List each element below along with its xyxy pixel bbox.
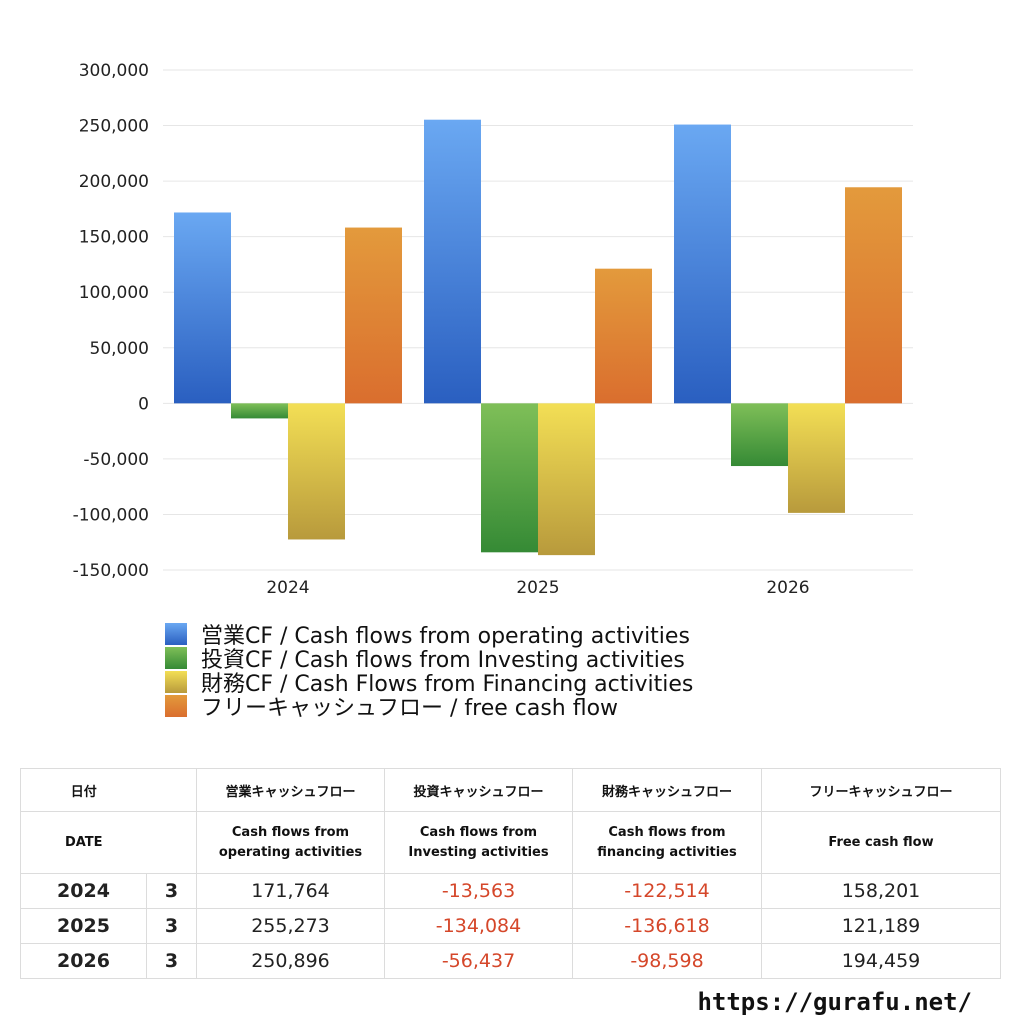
row-free: 121,189 [761, 908, 1001, 944]
header-date-en: DATE [20, 811, 147, 874]
header-investing-en-line1: Cash flows from [419, 824, 538, 840]
header-date-jp: 日付 [20, 768, 147, 812]
row-free: 158,201 [761, 873, 1001, 909]
header-investing-en-line2: Investing activities [408, 844, 549, 860]
bar-2025-series-2 [538, 403, 595, 556]
bar-2024-series-3 [345, 227, 402, 404]
legend-item-operating: 営業CF / Cash flows from operating activit… [165, 622, 693, 649]
legend-label-investing: 投資CF / Cash flows from Investing activit… [201, 648, 685, 673]
row-month: 3 [146, 873, 197, 909]
y-tick-label: 0 [138, 394, 149, 414]
x-axis-tick-labels: 2024 2025 2026 [266, 578, 809, 598]
y-tick-label: -100,000 [73, 505, 149, 525]
row-year: 2024 [20, 873, 147, 909]
row-investing: -13,563 [384, 873, 573, 909]
header-operating-en-line2: operating activities [218, 844, 363, 860]
bars [174, 119, 902, 556]
legend-swatch-investing [165, 647, 187, 669]
table-row: 2025 3 255,273 -134,084 -136,618 121,189 [20, 908, 1001, 944]
x-tick-label: 2025 [516, 578, 559, 598]
row-investing: -56,437 [384, 943, 573, 979]
site-url[interactable]: https://gurafu.net/ [697, 988, 972, 1016]
y-tick-label: 250,000 [79, 117, 149, 137]
header-operating-en-line1: Cash flows from [231, 824, 350, 840]
header-free-jp: フリーキャッシュフロー [761, 768, 1001, 812]
table-row: 2024 3 171,764 -13,563 -122,514 158,201 [20, 873, 1001, 909]
legend-label-financing: 財務CF / Cash Flows from Financing activit… [201, 672, 694, 697]
bar-2025-series-0 [424, 119, 481, 404]
bar-2026-series-1 [731, 403, 788, 467]
legend-swatch-operating [165, 623, 187, 645]
header-financing-en-line1: Cash flows from [608, 824, 726, 840]
row-financing: -122,514 [572, 873, 762, 909]
bar-2026-series-0 [674, 124, 731, 404]
header-operating-en: Cash flows from operating activities [196, 811, 385, 874]
y-tick-label: -150,000 [73, 561, 149, 581]
y-tick-label: 300,000 [79, 61, 149, 81]
legend-label-operating: 営業CF / Cash flows from operating activit… [201, 624, 690, 649]
cash-flow-bar-chart: 300,000 250,000 200,000 150,000 100,000 50,00… [73, 61, 913, 598]
y-tick-label: 150,000 [79, 228, 149, 248]
cash-flow-table: 日付 営業キャッシュフロー 投資キャッシュフロー 財務キャッシュフロー フリーキ… [20, 768, 1001, 979]
legend-item-free: フリーキャッシュフロー / free cash flow [165, 694, 693, 721]
y-tick-label: 50,000 [90, 339, 149, 359]
legend-swatch-free [165, 695, 187, 717]
table-row: 2026 3 250,896 -56,437 -98,598 194,459 [20, 943, 1001, 979]
bar-2025-series-1 [481, 403, 538, 553]
row-financing: -136,618 [572, 908, 762, 944]
bar-2026-series-2 [788, 403, 845, 513]
row-month: 3 [146, 943, 197, 979]
legend-label-free: フリーキャッシュフロー / free cash flow [201, 696, 619, 721]
y-axis-tick-labels: 300,000 250,000 200,000 150,000 100,000 50,00… [73, 61, 149, 581]
row-investing: -134,084 [384, 908, 573, 944]
bar-2024-series-2 [288, 403, 345, 540]
x-tick-label: 2024 [266, 578, 309, 598]
row-month: 3 [146, 908, 197, 944]
header-financing-en: Cash flows from financing activities [572, 811, 762, 874]
header-financing-en-line2: financing activities [597, 844, 737, 860]
chart-legend: 営業CF / Cash flows from operating activit… [165, 622, 693, 721]
row-financing: -98,598 [572, 943, 762, 979]
row-free: 194,459 [761, 943, 1001, 979]
y-tick-label: 100,000 [79, 283, 149, 303]
bar-2024-series-0 [174, 212, 231, 404]
header-financing-jp: 財務キャッシュフロー [572, 768, 762, 812]
row-year: 2025 [20, 908, 147, 944]
row-operating: 250,896 [196, 943, 385, 979]
bar-2026-series-3 [845, 187, 902, 404]
y-tick-label: -50,000 [83, 450, 149, 470]
header-investing-en: Cash flows from Investing activities [384, 811, 573, 874]
header-operating-jp: 営業キャッシュフロー [196, 768, 385, 812]
legend-swatch-financing [165, 671, 187, 693]
x-tick-label: 2026 [766, 578, 809, 598]
header-free-en: Free cash flow [761, 811, 1001, 874]
bar-2024-series-1 [231, 403, 288, 419]
legend-item-financing: 財務CF / Cash Flows from Financing activit… [165, 670, 693, 697]
row-operating: 171,764 [196, 873, 385, 909]
row-operating: 255,273 [196, 908, 385, 944]
y-tick-label: 200,000 [79, 172, 149, 192]
legend-item-investing: 投資CF / Cash flows from Investing activit… [165, 646, 693, 673]
bar-2025-series-3 [595, 268, 652, 404]
header-blank-en [146, 811, 197, 874]
row-year: 2026 [20, 943, 147, 979]
header-investing-jp: 投資キャッシュフロー [384, 768, 573, 812]
header-blank [146, 768, 197, 812]
